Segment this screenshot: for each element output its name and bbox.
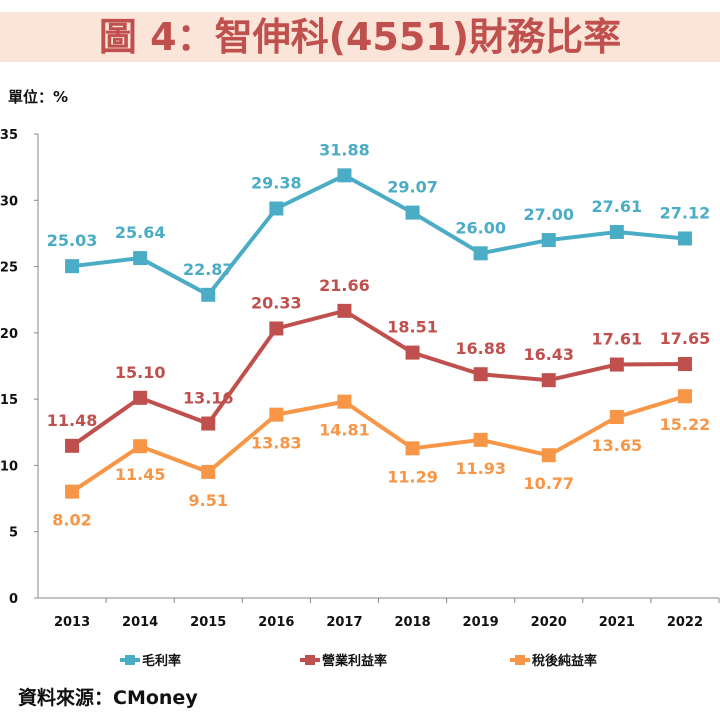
data-point bbox=[609, 224, 624, 239]
x-tick-label: 2016 bbox=[258, 615, 294, 630]
data-point bbox=[473, 432, 488, 447]
data-label: 15.22 bbox=[660, 415, 711, 434]
y-tick-label: 30 bbox=[0, 194, 18, 209]
series-line-0 bbox=[71, 173, 686, 298]
data-point bbox=[201, 464, 216, 479]
data-label: 25.64 bbox=[115, 223, 166, 242]
data-label: 11.48 bbox=[47, 411, 98, 430]
unit-label: 單位：% bbox=[8, 88, 69, 106]
data-point bbox=[405, 345, 420, 360]
x-tick-label: 2017 bbox=[326, 615, 362, 630]
source-note: 資料來源：CMoney bbox=[18, 687, 198, 709]
data-point bbox=[541, 233, 556, 248]
x-tick-label: 2015 bbox=[190, 615, 226, 630]
data-point bbox=[337, 303, 352, 318]
x-tick-label: 2018 bbox=[394, 615, 430, 630]
chart-title: 圖 4：智伸科(4551)財務比率 bbox=[98, 15, 622, 59]
legend-label: 毛利率 bbox=[142, 653, 181, 669]
data-label: 11.45 bbox=[115, 465, 166, 484]
data-label: 13.16 bbox=[183, 389, 234, 408]
data-label: 16.88 bbox=[455, 339, 506, 358]
data-label: 8.02 bbox=[52, 511, 91, 530]
x-tick-label: 2021 bbox=[599, 615, 635, 630]
y-tick-label: 0 bbox=[9, 592, 18, 607]
data-point bbox=[201, 287, 216, 302]
data-label: 14.81 bbox=[319, 421, 370, 440]
data-label: 26.00 bbox=[455, 218, 506, 237]
legend-marker bbox=[305, 655, 315, 665]
data-point bbox=[133, 439, 148, 454]
legend-label: 稅後純益率 bbox=[532, 653, 597, 669]
data-label: 22.87 bbox=[183, 260, 234, 279]
data-point bbox=[677, 231, 692, 246]
x-tick-label: 2022 bbox=[667, 615, 703, 630]
y-tick-label: 10 bbox=[0, 459, 18, 474]
data-point bbox=[269, 201, 284, 216]
data-point bbox=[65, 438, 80, 453]
data-label: 21.66 bbox=[319, 276, 370, 295]
data-point bbox=[405, 205, 420, 220]
data-label: 13.83 bbox=[251, 434, 302, 453]
legend-label: 營業利益率 bbox=[322, 653, 387, 669]
data-label: 11.93 bbox=[455, 459, 506, 478]
data-label: 31.88 bbox=[319, 140, 370, 159]
series-line-1 bbox=[70, 308, 685, 448]
data-label: 16.43 bbox=[523, 345, 574, 364]
y-tick-label: 35 bbox=[0, 128, 18, 143]
y-tick-label: 5 bbox=[9, 526, 18, 541]
data-label: 29.38 bbox=[251, 174, 302, 193]
data-label: 18.51 bbox=[387, 318, 438, 337]
data-label: 20.33 bbox=[251, 293, 302, 312]
data-point bbox=[337, 168, 352, 183]
data-point bbox=[65, 259, 80, 274]
data-point bbox=[337, 394, 352, 409]
data-label: 27.00 bbox=[523, 205, 574, 224]
legend-marker bbox=[125, 655, 135, 665]
data-point bbox=[609, 357, 624, 372]
series-line-2 bbox=[70, 394, 686, 494]
data-point bbox=[65, 484, 80, 499]
data-label: 9.51 bbox=[189, 491, 228, 510]
data-point bbox=[473, 246, 488, 261]
data-point bbox=[609, 410, 624, 425]
data-point bbox=[133, 251, 148, 266]
data-point bbox=[405, 441, 420, 456]
data-point bbox=[133, 390, 148, 405]
data-label: 10.77 bbox=[523, 474, 574, 493]
data-point bbox=[201, 416, 216, 431]
x-tick-label: 2020 bbox=[531, 615, 567, 630]
data-label: 25.03 bbox=[47, 231, 98, 250]
data-point bbox=[541, 448, 556, 463]
x-tick-label: 2013 bbox=[54, 615, 90, 630]
y-tick-label: 25 bbox=[0, 261, 18, 276]
legend-marker bbox=[515, 655, 525, 665]
data-point bbox=[677, 357, 692, 372]
data-label: 29.07 bbox=[387, 178, 438, 197]
x-tick-label: 2019 bbox=[463, 615, 499, 630]
data-label: 17.65 bbox=[660, 329, 711, 348]
data-point bbox=[473, 367, 488, 382]
data-point bbox=[541, 373, 556, 388]
data-label: 13.65 bbox=[592, 436, 643, 455]
data-label: 11.29 bbox=[387, 467, 438, 486]
title-band bbox=[0, 12, 720, 62]
y-tick-label: 15 bbox=[0, 393, 18, 408]
data-point bbox=[269, 407, 284, 422]
y-tick-label: 20 bbox=[0, 327, 18, 342]
data-label: 15.10 bbox=[115, 363, 166, 382]
data-label: 27.12 bbox=[660, 203, 711, 222]
data-label: 27.61 bbox=[592, 197, 643, 216]
data-label: 17.61 bbox=[592, 330, 643, 349]
x-tick-label: 2014 bbox=[122, 615, 158, 630]
data-point bbox=[269, 321, 284, 336]
data-point bbox=[677, 389, 692, 404]
